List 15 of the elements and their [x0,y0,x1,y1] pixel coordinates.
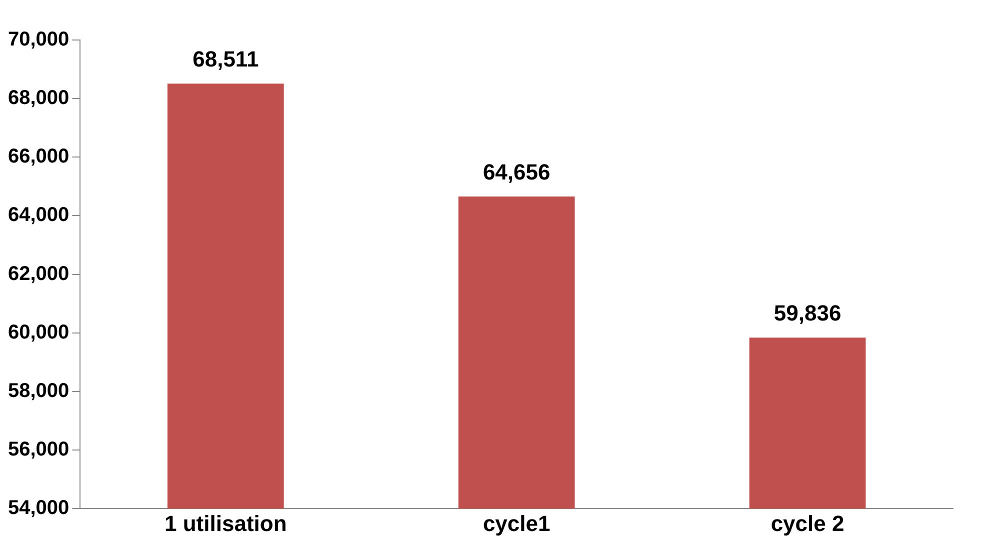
data-label: 64,656 [482,160,550,185]
x-tick-label: cycle 2 [770,510,844,536]
x-tick-label: 1 utilisation [164,510,287,536]
y-tick-label: 68,000 [8,87,70,110]
y-tick-label: 58,000 [8,380,70,402]
y-tick-label: 66,000 [8,146,70,168]
y-tick-label: 70,000 [8,28,70,51]
x-tick-label: cycle1 [482,510,550,536]
data-label: 68,511 [192,46,259,72]
y-tick-label: 56,000 [8,438,70,461]
y-tick-label: 60,000 [8,321,70,344]
y-tick-label: 62,000 [8,262,70,285]
y-tick-label: 54,000 [8,497,70,520]
y-tick-label: 64,000 [8,204,70,226]
data-label: 59,836 [774,300,842,326]
